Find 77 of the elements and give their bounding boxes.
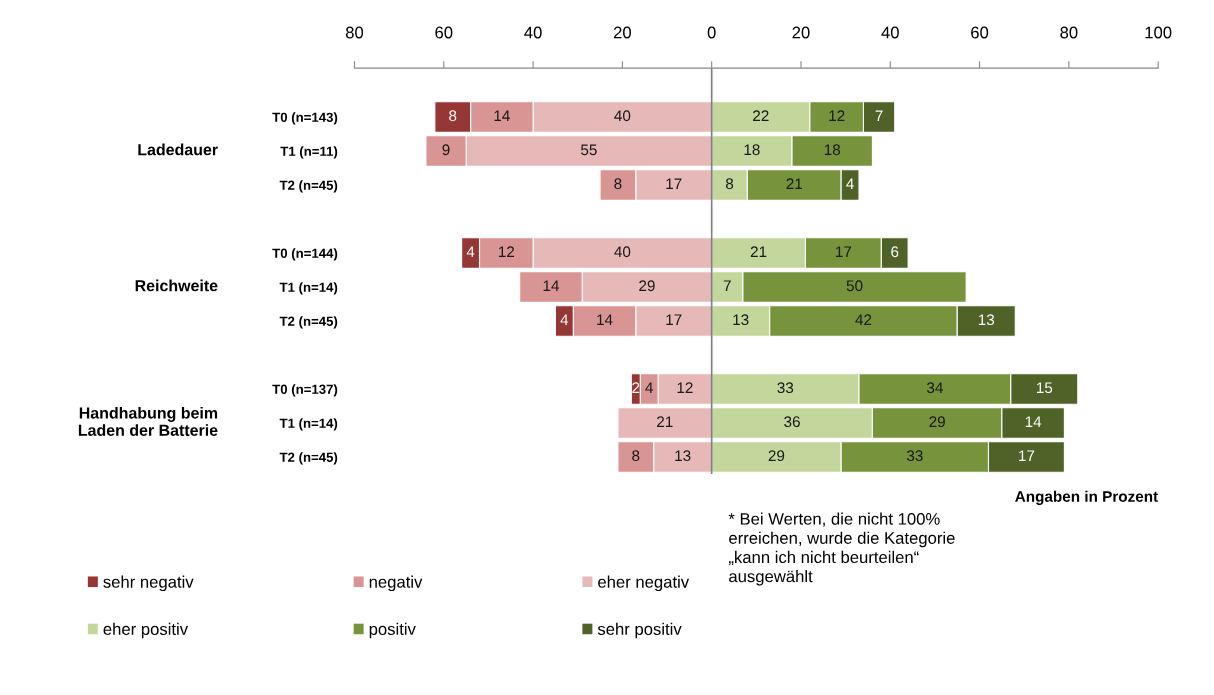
text: * Bei Werten, die nicht 100% erreichen, wurde die Kategorie „kann ich nicht beurteilen“ ausgewählt xyxy=(728,512,955,586)
data-label: 33 xyxy=(906,450,923,462)
data-label: 17 xyxy=(666,314,682,325)
data-label: 29 xyxy=(768,450,785,462)
y-tick-label: T2 (n=45) xyxy=(279,180,338,193)
data-label: 21 xyxy=(750,246,767,257)
y-tick-label: T0 (n=137) xyxy=(272,384,338,397)
data-label: 12 xyxy=(829,110,845,122)
data-label: 14 xyxy=(597,314,613,325)
legend-label: eher negativ xyxy=(598,575,690,592)
data-label: 17 xyxy=(666,178,682,189)
data-label: 17 xyxy=(836,246,852,257)
x-tick-label: 0 xyxy=(707,26,716,39)
data-label: 9 xyxy=(442,144,450,156)
y-tick-label: T2 (n=45) xyxy=(279,316,338,329)
x-tick-label: 40 xyxy=(881,26,899,39)
data-label: 7 xyxy=(875,110,883,122)
data-label: 50 xyxy=(846,280,863,292)
data-label: 17 xyxy=(1019,450,1035,461)
data-label: 34 xyxy=(927,382,943,394)
data-label: 13 xyxy=(733,314,749,326)
data-label: 14 xyxy=(543,280,559,291)
data-label: 7 xyxy=(723,280,731,291)
text: Ladedauer xyxy=(138,143,218,156)
x-tick-label: 80 xyxy=(1060,26,1078,39)
data-label: 4 xyxy=(645,382,653,393)
x-tick-label: 20 xyxy=(613,26,631,39)
y-tick-label: T2 (n=45) xyxy=(279,452,338,465)
legend-label: eher positiv xyxy=(103,622,189,639)
data-label: 29 xyxy=(929,416,945,428)
x-axis-title: Angaben in Prozent xyxy=(1015,490,1158,505)
data-label: 29 xyxy=(639,280,655,292)
data-label: 4 xyxy=(846,178,854,189)
data-label: 2 xyxy=(632,382,640,393)
legend-label: sehr negativ xyxy=(103,575,194,592)
data-label: 14 xyxy=(1025,416,1042,427)
text: Handhabung beim Laden der Batterie xyxy=(78,406,218,436)
data-label: 14 xyxy=(494,110,510,122)
data-label: 18 xyxy=(744,144,760,156)
y-tick-label: T1 (n=11) xyxy=(280,146,338,159)
data-label: 8 xyxy=(449,110,457,122)
data-label: 4 xyxy=(560,314,569,325)
x-tick-label: 80 xyxy=(345,26,364,39)
legend-label: positiv xyxy=(369,622,416,639)
data-label: 36 xyxy=(784,416,800,428)
data-label: 18 xyxy=(824,144,841,156)
data-label: 21 xyxy=(657,416,673,427)
data-label: 8 xyxy=(614,178,622,190)
data-label: 22 xyxy=(753,110,769,122)
x-tick-label: 60 xyxy=(971,26,989,39)
data-label: 12 xyxy=(498,246,515,257)
data-label: 55 xyxy=(581,144,597,156)
x-tick-label: 20 xyxy=(792,26,810,39)
data-label: 6 xyxy=(891,246,899,258)
text: Reichweite xyxy=(135,279,218,292)
data-label: 8 xyxy=(632,450,640,462)
bar xyxy=(617,407,713,439)
y-tick-label: T1 (n=14) xyxy=(279,282,338,295)
data-label: 40 xyxy=(614,110,631,122)
data-label: 4 xyxy=(466,246,475,257)
data-label: 33 xyxy=(777,382,794,394)
data-label: 8 xyxy=(725,178,734,190)
data-label: 12 xyxy=(677,382,693,393)
x-tick-label: 100 xyxy=(1145,26,1172,39)
data-label: 40 xyxy=(614,246,631,258)
data-label: 42 xyxy=(855,314,872,325)
legend-label: negativ xyxy=(369,575,423,592)
x-tick-label: 60 xyxy=(435,26,453,39)
data-label: 13 xyxy=(675,450,691,462)
y-tick-label: T1 (n=14) xyxy=(279,418,338,431)
data-label: 13 xyxy=(978,314,995,326)
y-tick-label: T0 (n=144) xyxy=(272,248,338,261)
y-tick-label: T0 (n=143) xyxy=(272,112,338,125)
legend-label: sehr positiv xyxy=(597,622,682,639)
data-label: 15 xyxy=(1036,382,1053,394)
data-label: 21 xyxy=(786,178,803,189)
x-tick-label: 40 xyxy=(524,26,542,39)
